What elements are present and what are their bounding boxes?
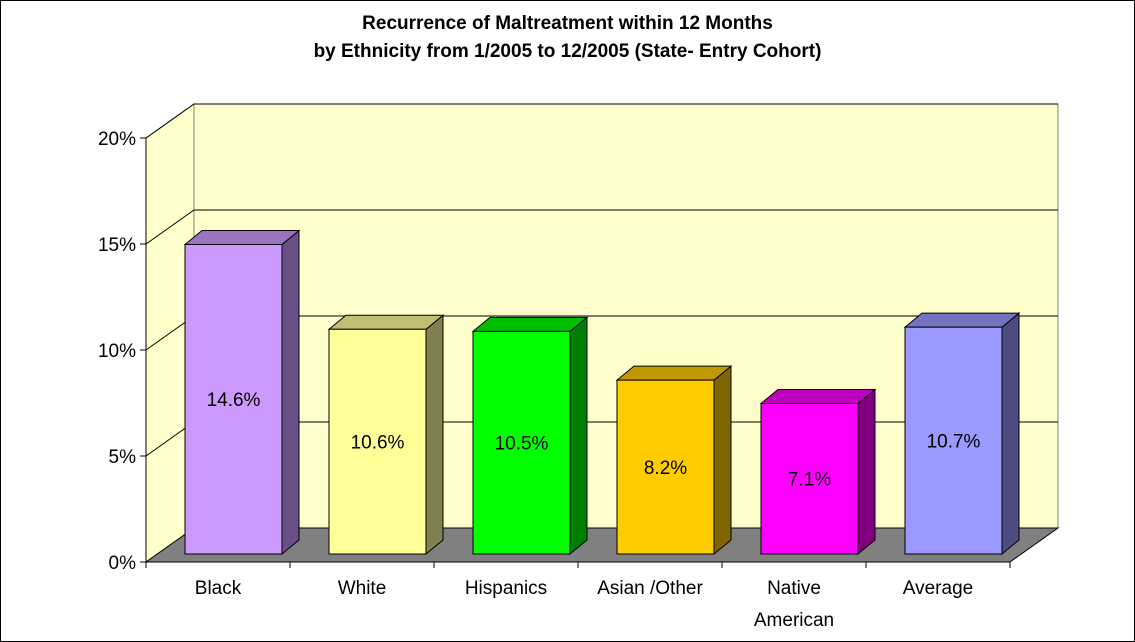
chart-title: Recurrence of Maltreatment within 12 Mon… [0, 10, 1135, 66]
gridline-4 [145, 103, 1058, 139]
bar-side-5 [1001, 312, 1020, 556]
x-tick-label-4: Native American [754, 578, 834, 631]
bar-0 [184, 243, 283, 555]
bar-3 [616, 379, 715, 555]
bar-top-0 [183, 229, 301, 245]
bar-side-1 [425, 314, 444, 556]
bar-4 [760, 402, 859, 555]
gridline-3 [145, 209, 1058, 245]
bar-side-0 [281, 229, 300, 556]
y-tick-label-1: 5% [109, 447, 137, 468]
bar-top-3 [615, 365, 733, 381]
bar-top-2 [471, 316, 589, 332]
y-tick-label-3: 15% [98, 235, 136, 256]
y-tick-label-4: 20% [98, 129, 136, 150]
bar-side-2 [569, 316, 588, 556]
bar-side-3 [713, 365, 732, 556]
bar-2 [472, 330, 571, 555]
x-tick-label-5: Average [903, 578, 973, 599]
chart-title-line-1: Recurrence of Maltreatment within 12 Mon… [362, 13, 773, 34]
chart-title-line-2: by Ethnicity from 1/2005 to 12/2005 (Sta… [313, 41, 822, 62]
x-tick-label-2: Hispanics [465, 578, 547, 599]
x-tick-label-1: White [338, 578, 387, 599]
bar-data-label-1: 10.6% [351, 433, 405, 454]
bar-data-label-5: 10.7% [927, 432, 981, 453]
bar-top-1 [327, 314, 445, 330]
bar-data-label-3: 8.2% [644, 458, 687, 479]
bar-1 [328, 328, 427, 555]
y-tick-label-2: 10% [98, 341, 136, 362]
bar-data-label-2: 10.5% [495, 434, 549, 455]
bar-data-label-4: 7.1% [788, 470, 831, 491]
x-tick-label-0: Black [195, 578, 242, 599]
bar-side-4 [857, 388, 876, 556]
bar-5 [904, 326, 1003, 555]
y-tick-label-0: 0% [109, 553, 137, 574]
bar-top-4 [759, 388, 877, 404]
x-tick-label-3: Asian /Other [597, 578, 703, 599]
bar-top-5 [903, 312, 1021, 328]
bar-data-label-0: 14.6% [207, 390, 261, 411]
